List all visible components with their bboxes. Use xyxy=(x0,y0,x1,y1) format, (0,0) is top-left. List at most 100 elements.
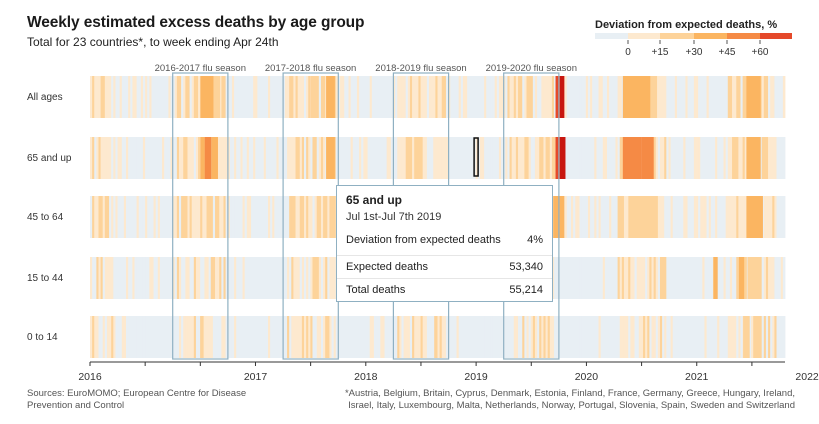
heatmap-cell[interactable] xyxy=(373,316,377,358)
heatmap-cell[interactable] xyxy=(530,316,534,358)
heatmap-cell[interactable] xyxy=(581,316,585,358)
heatmap-cell[interactable] xyxy=(384,137,388,179)
heatmap-cell[interactable] xyxy=(579,257,582,299)
heatmap-cell[interactable] xyxy=(219,196,222,238)
heatmap-cell[interactable] xyxy=(174,76,178,118)
heatmap-cell[interactable] xyxy=(441,137,445,179)
heatmap-cell[interactable] xyxy=(666,257,669,299)
heatmap-cell[interactable] xyxy=(541,316,544,358)
heatmap-cell[interactable] xyxy=(193,257,197,299)
heatmap-cell[interactable] xyxy=(149,196,152,238)
heatmap-cell[interactable] xyxy=(102,76,106,118)
heatmap-cell[interactable] xyxy=(187,316,190,358)
heatmap-cell[interactable] xyxy=(189,76,193,118)
heatmap-cell[interactable] xyxy=(117,76,121,118)
heatmap-cell[interactable] xyxy=(513,76,517,118)
heatmap-cell[interactable] xyxy=(195,196,199,238)
heatmap-cell[interactable] xyxy=(293,196,296,238)
heatmap-cell[interactable] xyxy=(113,196,116,238)
heatmap-cell[interactable] xyxy=(537,137,540,179)
heatmap-cell[interactable] xyxy=(291,196,294,238)
heatmap-cell[interactable] xyxy=(780,196,784,238)
heatmap-cell[interactable] xyxy=(575,137,578,179)
heatmap-cell[interactable] xyxy=(282,76,286,118)
heatmap-cell[interactable] xyxy=(668,316,671,358)
heatmap-cell[interactable] xyxy=(761,76,765,118)
heatmap-cell[interactable] xyxy=(672,76,676,118)
heatmap-cell[interactable] xyxy=(719,137,722,179)
heatmap-cell[interactable] xyxy=(359,137,362,179)
heatmap-cell[interactable] xyxy=(219,316,222,358)
heatmap-cell[interactable] xyxy=(293,137,296,179)
heatmap-cell[interactable] xyxy=(579,196,582,238)
heatmap-cell[interactable] xyxy=(401,316,404,358)
heatmap-cell[interactable] xyxy=(189,137,193,179)
heatmap-cell[interactable] xyxy=(696,257,699,299)
heatmap-cell[interactable] xyxy=(704,76,707,118)
heatmap-cell[interactable] xyxy=(111,257,114,299)
heatmap-cell[interactable] xyxy=(414,316,417,358)
heatmap-cell[interactable] xyxy=(615,76,619,118)
heatmap-cell[interactable] xyxy=(583,137,587,179)
heatmap-cell[interactable] xyxy=(664,257,667,299)
heatmap-cell[interactable] xyxy=(149,316,152,358)
heatmap-cell[interactable] xyxy=(312,196,315,238)
heatmap-cell[interactable] xyxy=(596,137,599,179)
heatmap-cell[interactable] xyxy=(747,257,759,299)
heatmap-cell[interactable] xyxy=(327,196,330,238)
heatmap-cell[interactable] xyxy=(676,76,680,118)
heatmap-cell[interactable] xyxy=(573,137,576,179)
heatmap-cell[interactable] xyxy=(403,137,407,179)
heatmap-cell[interactable] xyxy=(551,76,555,118)
heatmap-cell[interactable] xyxy=(229,76,233,118)
heatmap-cell[interactable] xyxy=(687,196,691,238)
heatmap-cell[interactable] xyxy=(698,257,701,299)
heatmap-cell[interactable] xyxy=(130,257,133,299)
heatmap-cell[interactable] xyxy=(715,76,718,118)
heatmap-cell[interactable] xyxy=(725,316,729,358)
heatmap-cell[interactable] xyxy=(329,316,332,358)
heatmap-cell[interactable] xyxy=(282,137,286,179)
heatmap-cell[interactable] xyxy=(693,76,697,118)
heatmap-cell[interactable] xyxy=(221,137,224,179)
heatmap-cell[interactable] xyxy=(231,316,235,358)
heatmap-cell[interactable] xyxy=(102,196,106,238)
heatmap-cell[interactable] xyxy=(594,76,597,118)
heatmap-cell[interactable] xyxy=(541,76,544,118)
heatmap-cell[interactable] xyxy=(191,137,195,179)
heatmap-cell[interactable] xyxy=(751,316,754,358)
heatmap-cell[interactable] xyxy=(594,257,597,299)
heatmap-cell[interactable] xyxy=(539,316,542,358)
heatmap-cell[interactable] xyxy=(412,316,415,358)
heatmap-cell[interactable] xyxy=(278,196,282,238)
heatmap-cell[interactable] xyxy=(770,196,773,238)
heatmap-cell[interactable] xyxy=(304,76,307,118)
heatmap-cell[interactable] xyxy=(568,196,572,238)
heatmap-cell[interactable] xyxy=(185,196,188,238)
heatmap-cell[interactable] xyxy=(685,257,688,299)
heatmap-cell[interactable] xyxy=(418,137,421,179)
heatmap-cell[interactable] xyxy=(299,316,303,358)
heatmap-cell[interactable] xyxy=(691,196,695,238)
heatmap-cell[interactable] xyxy=(757,257,760,299)
heatmap-cell[interactable] xyxy=(246,76,250,118)
heatmap-cell[interactable] xyxy=(496,316,500,358)
heatmap-cell[interactable] xyxy=(782,76,786,118)
heatmap-cell[interactable] xyxy=(765,137,769,179)
heatmap-cell[interactable] xyxy=(528,76,532,118)
heatmap-cell[interactable] xyxy=(119,196,123,238)
heatmap-cell[interactable] xyxy=(289,76,292,118)
heatmap-cell[interactable] xyxy=(287,76,290,118)
heatmap-cell[interactable] xyxy=(98,137,101,179)
heatmap-cell[interactable] xyxy=(689,76,693,118)
heatmap-cell[interactable] xyxy=(121,196,125,238)
heatmap-cell[interactable] xyxy=(325,196,328,238)
heatmap-cell[interactable] xyxy=(248,257,252,299)
heatmap-cell[interactable] xyxy=(350,137,354,179)
heatmap-cell[interactable] xyxy=(162,76,165,118)
heatmap-cell[interactable] xyxy=(399,76,402,118)
heatmap-cell[interactable] xyxy=(515,137,519,179)
heatmap-cell[interactable] xyxy=(399,316,402,358)
heatmap-cell[interactable] xyxy=(98,257,101,299)
heatmap-cell[interactable] xyxy=(246,196,250,238)
